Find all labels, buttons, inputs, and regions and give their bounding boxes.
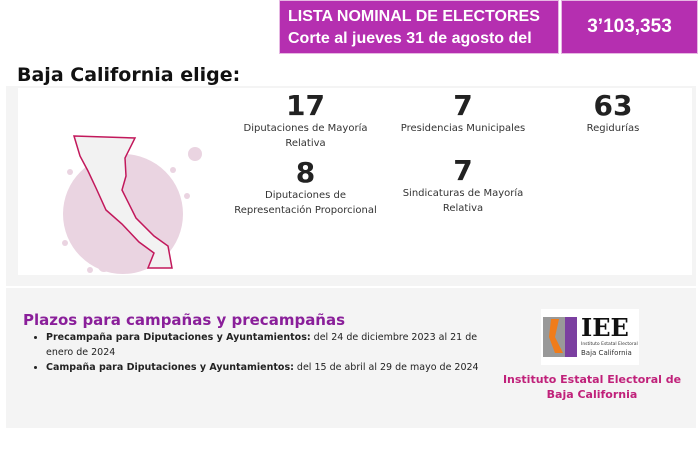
stats-card: 17 Diputaciones de Mayoría Relativa 7 Pr… (18, 88, 692, 275)
list-item: Campaña para Diputaciones y Ayuntamiento… (46, 360, 486, 375)
baja-california-map-icon (62, 135, 202, 274)
stat-diputaciones-rp: 8 Diputaciones de Representación Proporc… (234, 156, 377, 217)
stat-sindicaturas: 7 Sindicaturas de Mayoría Relativa (402, 154, 524, 215)
plazos-heading: Plazos para campañas y precampañas (23, 311, 346, 329)
stat-presidencias: 7 Presidencias Municipales (400, 89, 526, 135)
list-item: Precampaña para Diputaciones y Ayuntamie… (46, 330, 486, 360)
iee-logo-mark-icon (543, 317, 577, 357)
institution-name: Instituto Estatal Electoral de Baja Cali… (502, 373, 682, 401)
banner-line2: Corte al jueves 31 de agosto del 2023 (288, 30, 532, 69)
stat-diputaciones-mr: 17 Diputaciones de Mayoría Relativa (243, 89, 368, 150)
page-title: Baja California elige: (17, 64, 241, 86)
plazos-list: Precampaña para Diputaciones y Ayuntamie… (30, 330, 486, 375)
iee-logo: IEE Instituto Estatal Electoral Baja Cal… (541, 309, 639, 365)
lista-nominal-banner: LISTA NOMINAL DE ELECTORES Corte al juev… (279, 0, 559, 69)
stat-regidurias: 63 Regidurías (586, 89, 640, 135)
lista-nominal-total: 3’103,353 (561, 0, 698, 54)
banner-line1: LISTA NOMINAL DE ELECTORES (288, 8, 540, 25)
